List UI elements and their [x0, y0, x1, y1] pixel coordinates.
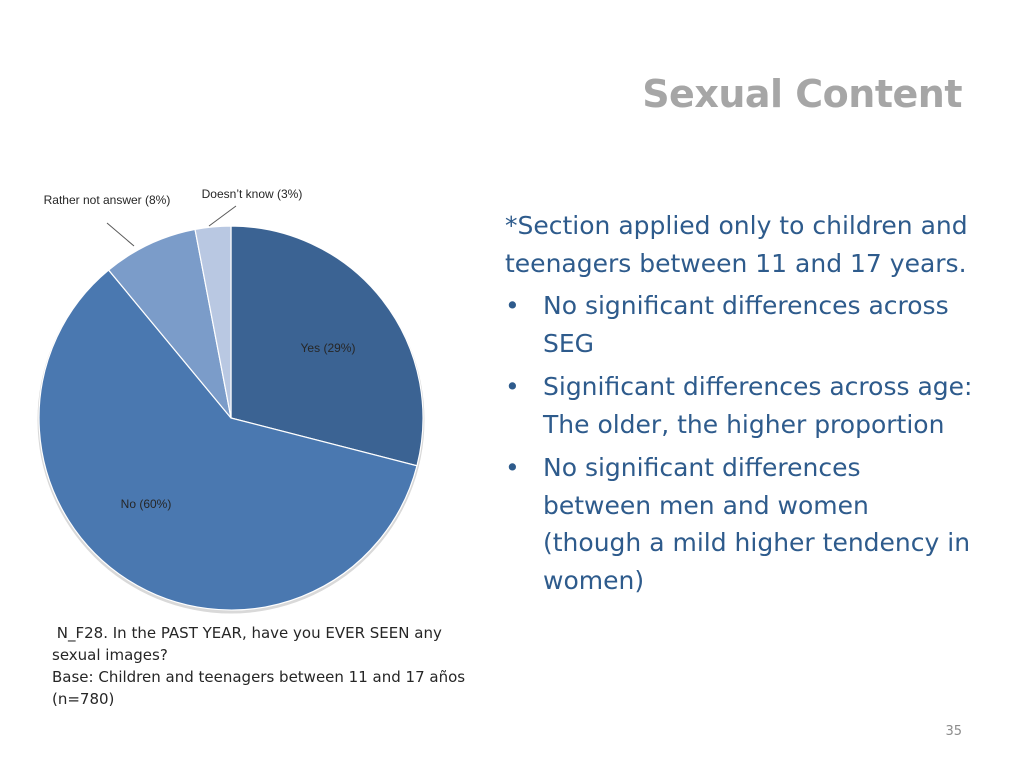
bullet-icon: • — [505, 453, 520, 482]
pie-slice — [38, 269, 418, 611]
pie-slice-label: Yes (29%) — [301, 341, 356, 355]
pie-slice-label: No (60%) — [121, 497, 172, 511]
finding-text: No significant differences between men a… — [543, 453, 971, 595]
question-line-4: (n=780) — [52, 690, 115, 708]
finding-text: No significant differences across SEG — [543, 291, 949, 358]
pie-slice — [194, 225, 232, 419]
finding-text: Significant differences across age: The … — [543, 372, 973, 439]
finding-item: • No significant differences between men … — [505, 449, 975, 599]
bullet-icon: • — [505, 291, 520, 320]
leader-line — [106, 222, 135, 247]
finding-item: • No significant differences across SEG — [505, 287, 975, 362]
findings-text: *Section applied only to children and te… — [505, 207, 975, 605]
question-line-1: N_F28. In the PAST YEAR, have you EVER S… — [52, 624, 442, 642]
findings-list: • No significant differences across SEG •… — [505, 287, 975, 599]
intro-paragraph: *Section applied only to children and te… — [505, 211, 968, 278]
pie-slice — [230, 225, 424, 467]
question-line-2: sexual images? — [52, 646, 168, 664]
pie-chart-svg: Yes (29%) No (60%) Rather not answer (8%) D… — [37, 187, 425, 614]
finding-item: • Significant differences across age: The… — [505, 368, 975, 443]
pie-slice-label: Rather not answer (8%) — [44, 193, 171, 207]
question-caption: N_F28. In the PAST YEAR, have you EVER S… — [52, 622, 502, 710]
pie-chart: Yes (29%) No (60%) Rather not answer (8%) D… — [0, 170, 500, 630]
page-number: 35 — [945, 724, 962, 739]
pie-slice — [107, 228, 232, 419]
slide-title: Sexual Content — [642, 72, 962, 116]
bullet-icon: • — [505, 372, 520, 401]
leader-line — [208, 205, 237, 227]
question-line-3: Base: Children and teenagers between 11 … — [52, 668, 466, 686]
pie-slice-label: Doesn’t know (3%) — [202, 187, 303, 201]
